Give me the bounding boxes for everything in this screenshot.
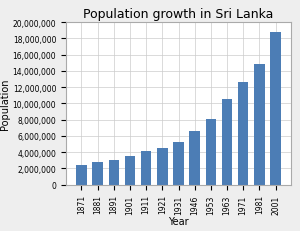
Bar bbox=[92, 162, 103, 185]
Bar bbox=[254, 65, 265, 185]
Bar bbox=[109, 161, 119, 185]
Bar bbox=[189, 131, 200, 185]
Bar bbox=[125, 156, 135, 185]
Bar bbox=[206, 119, 216, 185]
Bar bbox=[173, 142, 184, 185]
Y-axis label: Population: Population bbox=[0, 78, 10, 130]
Bar bbox=[222, 99, 232, 185]
Bar bbox=[141, 152, 152, 185]
Bar bbox=[76, 165, 87, 185]
Bar bbox=[270, 33, 281, 185]
Title: Population growth in Sri Lanka: Population growth in Sri Lanka bbox=[83, 8, 274, 21]
Bar bbox=[238, 82, 248, 185]
X-axis label: Year: Year bbox=[168, 216, 189, 226]
Bar bbox=[157, 149, 168, 185]
